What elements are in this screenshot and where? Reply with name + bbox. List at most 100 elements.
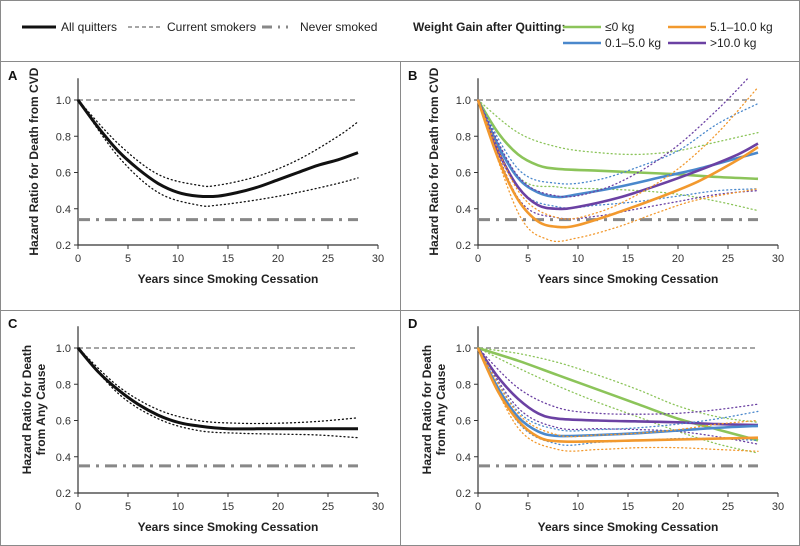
series-line xyxy=(76,347,358,431)
ci-upper-line xyxy=(477,86,759,220)
ci-lower-line xyxy=(477,347,759,454)
panel-d: D 0.2 0.4 0.6 0.8 1.0 0 5 10 15 20 25 30 Years since … xyxy=(408,316,784,534)
ci-upper-line xyxy=(477,347,759,432)
y-tick-label: 0.4 xyxy=(456,452,471,464)
y-tick-label: 0.8 xyxy=(56,131,71,143)
panel-a: A 0.2 0.4 0.6 0.8 1.0 0 5 10 15 20 25 30 Years since … xyxy=(8,67,384,286)
ci-upper-line xyxy=(477,99,759,156)
y-tick-label: 1.0 xyxy=(456,95,471,107)
y-tick-label: 0.6 xyxy=(56,168,71,180)
legend-current-smokers: Current smokers xyxy=(167,20,256,34)
y-tick-label: 0.4 xyxy=(456,204,471,216)
y-tick-label: 0.8 xyxy=(456,131,471,143)
y-tick-label: 0.2 xyxy=(56,488,71,500)
x-tick-label: 25 xyxy=(322,253,334,265)
x-axis-label: Years since Smoking Cessation xyxy=(538,520,719,534)
x-axis-label: Years since Smoking Cessation xyxy=(538,272,719,286)
y-tick-label: 1.0 xyxy=(56,95,71,107)
series--10-0-kg xyxy=(476,347,759,445)
series-line xyxy=(476,347,759,427)
panel-letter: C xyxy=(8,316,18,331)
x-tick-label: 30 xyxy=(372,501,384,513)
x-tick-label: 0 xyxy=(75,253,81,265)
y-tick-label: 1.0 xyxy=(56,343,71,355)
x-tick-label: 10 xyxy=(572,253,584,265)
series-line xyxy=(476,99,759,229)
panel-letter: B xyxy=(408,68,417,83)
y-tick-label: 0.6 xyxy=(456,416,471,428)
panel-c: C 0.2 0.4 0.6 0.8 1.0 0 5 10 15 20 25 30 Years since … xyxy=(8,316,384,534)
series-line xyxy=(76,99,359,199)
y-axis-label: Hazard Ratio for Death from CVD xyxy=(27,67,41,255)
x-axis-label: Years since Smoking Cessation xyxy=(138,520,319,534)
series-line xyxy=(476,99,759,211)
x-tick-label: 5 xyxy=(525,501,531,513)
x-tick-label: 20 xyxy=(272,501,284,513)
legend-weight-label: 0.1–5.0 kg xyxy=(605,36,661,50)
x-tick-label: 10 xyxy=(172,501,184,513)
x-tick-label: 0 xyxy=(475,501,481,513)
y-tick-label: 0.4 xyxy=(56,204,71,216)
y-axis-label: from Any Cause xyxy=(34,364,48,456)
ci-lower-line xyxy=(477,347,759,445)
series-5-1-10-0-kg xyxy=(476,86,759,243)
panel-letter: D xyxy=(408,316,417,331)
y-axis-label: Hazard Ratio for Death xyxy=(420,345,434,474)
x-tick-label: 0 xyxy=(75,501,81,513)
legend-weight-title: Weight Gain after Quitting: xyxy=(413,20,565,34)
legend-weight-label: >10.0 kg xyxy=(710,36,756,50)
y-tick-label: 0.2 xyxy=(56,240,71,252)
y-tick-label: 0.2 xyxy=(456,488,471,500)
panel-letter: A xyxy=(8,68,18,83)
series-line xyxy=(476,99,759,181)
x-tick-label: 10 xyxy=(172,253,184,265)
x-tick-label: 0 xyxy=(475,253,481,265)
x-tick-label: 15 xyxy=(222,253,234,265)
x-tick-label: 20 xyxy=(672,253,684,265)
x-tick-label: 15 xyxy=(222,501,234,513)
ci-lower-line xyxy=(477,99,759,212)
panel-b: B 0.2 0.4 0.6 0.8 1.0 0 5 10 15 20 25 30 Years since … xyxy=(408,67,784,286)
y-tick-label: 0.2 xyxy=(456,240,471,252)
series-line xyxy=(476,347,759,438)
series-all-quitters xyxy=(76,99,359,207)
series--0-kg xyxy=(476,99,759,212)
y-tick-label: 0.8 xyxy=(456,379,471,391)
ci-upper-line xyxy=(477,347,759,415)
ci-upper-line xyxy=(77,99,359,188)
y-tick-label: 0.6 xyxy=(456,168,471,180)
legend-weight-label: 5.1–10.0 kg xyxy=(710,20,773,34)
x-tick-label: 15 xyxy=(622,501,634,513)
x-axis-label: Years since Smoking Cessation xyxy=(138,272,319,286)
y-tick-label: 0.6 xyxy=(56,416,71,428)
legend-weight-label: ≤0 kg xyxy=(605,20,634,34)
legend-never-smoked: Never smoked xyxy=(300,20,377,34)
ci-upper-line xyxy=(477,99,759,185)
series-line xyxy=(476,347,759,444)
ci-lower-line xyxy=(477,99,759,243)
x-tick-label: 20 xyxy=(272,253,284,265)
ci-lower-line xyxy=(77,347,359,439)
ci-lower-line xyxy=(77,99,359,207)
y-axis-label: from Any Cause xyxy=(434,364,448,456)
ci-upper-line xyxy=(477,347,759,438)
y-tick-label: 1.0 xyxy=(456,343,471,355)
ci-upper-line xyxy=(477,77,749,198)
series-all-quitters xyxy=(76,347,359,439)
x-tick-label: 20 xyxy=(672,501,684,513)
x-tick-label: 25 xyxy=(322,501,334,513)
y-axis-label: Hazard Ratio for Death from CVD xyxy=(427,67,441,255)
y-axis-label: Hazard Ratio for Death xyxy=(20,345,34,474)
x-tick-label: 25 xyxy=(722,501,734,513)
x-tick-label: 30 xyxy=(772,501,784,513)
ci-upper-line xyxy=(477,347,759,423)
x-tick-label: 30 xyxy=(372,253,384,265)
y-tick-label: 0.4 xyxy=(56,452,71,464)
series-5-1-10-0-kg xyxy=(476,347,759,452)
x-tick-label: 30 xyxy=(772,253,784,265)
x-tick-label: 5 xyxy=(125,501,131,513)
x-tick-label: 5 xyxy=(525,253,531,265)
x-tick-label: 15 xyxy=(622,253,634,265)
ci-upper-line xyxy=(77,347,359,425)
